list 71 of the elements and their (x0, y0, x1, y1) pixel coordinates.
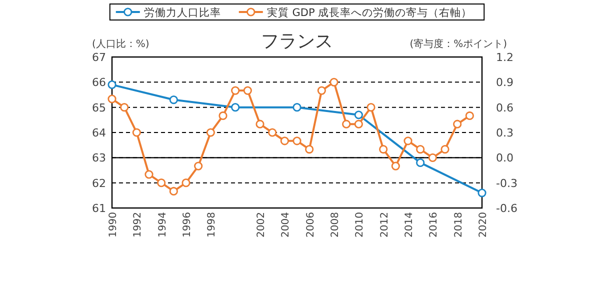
point (231, 86, 240, 95)
y-tick-label: 64 (92, 126, 106, 140)
legend-label: 労働力人口比率 (144, 6, 221, 19)
point (354, 120, 363, 128)
point (465, 111, 474, 120)
x-tick-label: 2006 (305, 212, 316, 238)
point (317, 86, 326, 95)
chart-title: フランス (261, 31, 333, 52)
point (391, 162, 400, 170)
point (440, 144, 450, 154)
x-tick-label: 1996 (182, 212, 193, 238)
legend-label: 実質 GDP 成長率への労働の寄与（右軸） (266, 6, 472, 19)
point (108, 94, 116, 104)
point (206, 128, 215, 137)
point (157, 178, 166, 188)
y-tick-label: 67 (92, 51, 106, 64)
point (218, 111, 228, 120)
y-axis-title: (人口比：%) (92, 38, 150, 50)
x-tick-label: 2004 (280, 212, 292, 238)
y-tick-label: 62 (92, 176, 106, 190)
point (243, 86, 252, 95)
point (169, 186, 178, 196)
point (366, 103, 376, 112)
y2-tick-label: -0.6 (496, 202, 518, 215)
x-tick-label: 2010 (354, 212, 366, 238)
x-tick-label: 1994 (157, 212, 168, 238)
y2-tick-label: 0.9 (496, 76, 514, 90)
point (404, 136, 412, 146)
point (231, 103, 240, 112)
point (354, 110, 363, 120)
point (330, 78, 338, 86)
point (342, 120, 351, 128)
point (268, 128, 277, 137)
point (453, 120, 462, 128)
point (182, 178, 190, 188)
y-tick-label: 63 (92, 152, 106, 165)
y2-tick-label: -0.3 (496, 176, 518, 190)
x-tick-label: 1998 (206, 212, 218, 238)
point (120, 103, 129, 112)
point (132, 128, 141, 137)
point (379, 144, 388, 154)
y-tick-label: 66 (92, 76, 106, 90)
point (416, 144, 425, 154)
point (292, 136, 302, 146)
x-tick-label: 2002 (256, 212, 267, 238)
point (478, 188, 486, 198)
point (108, 80, 116, 89)
x-tick-label: 2012 (379, 212, 390, 238)
y2-tick-label: 0.3 (496, 126, 514, 140)
x-tick-label: 2016 (428, 212, 440, 238)
x-tick-label: 1990 (108, 212, 119, 238)
point (305, 144, 314, 154)
point (256, 120, 264, 128)
point (428, 153, 437, 162)
y-tick-label: 65 (92, 101, 106, 114)
point (292, 103, 302, 112)
y2-tick-label: 0.0 (496, 152, 514, 165)
x-tick-label: 1992 (132, 212, 144, 238)
x-tick-label: 2008 (330, 212, 341, 238)
point (194, 162, 203, 170)
y2-tick-label: 1.2 (496, 51, 514, 64)
point (416, 158, 425, 167)
point (169, 95, 178, 104)
x-tick-label: 2014 (404, 212, 415, 238)
x-tick-label: 2018 (453, 212, 464, 238)
point (280, 136, 289, 146)
point (144, 170, 154, 179)
y-tick-label: 61 (92, 202, 106, 215)
y2-tick-label: 0.6 (496, 101, 514, 114)
y2-axis-title: (寄与度：%ポイント) (410, 38, 508, 50)
x-tick-label: 2020 (478, 212, 489, 238)
